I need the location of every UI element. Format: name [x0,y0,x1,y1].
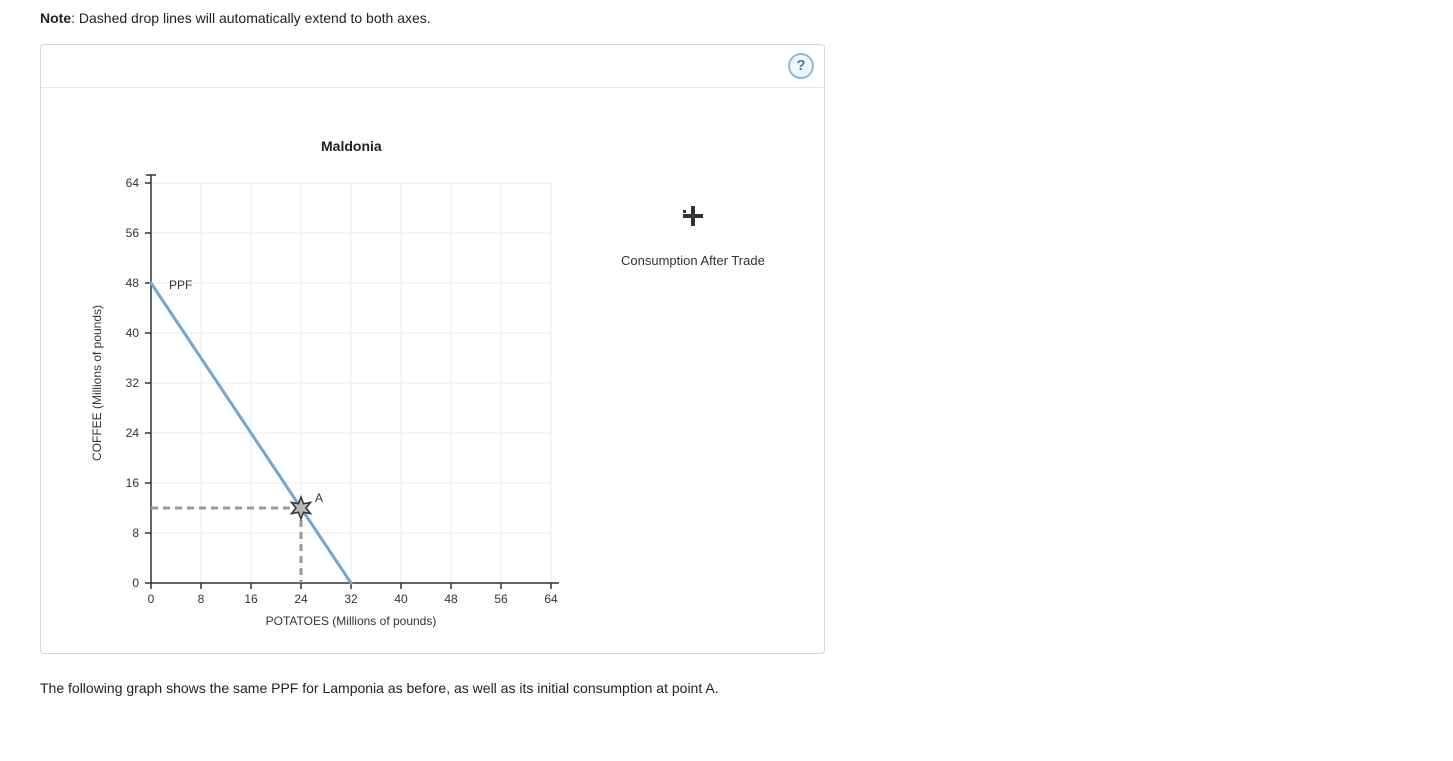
svg-text:48: 48 [126,276,140,290]
plus-marker-icon [680,203,706,229]
svg-text:64: 64 [126,176,140,190]
svg-text:56: 56 [494,592,508,606]
svg-text:40: 40 [394,592,408,606]
consumption-after-trade-tool[interactable]: Consumption After Trade [621,203,765,268]
svg-text:COFFEE (Millions of pounds): COFFEE (Millions of pounds) [90,305,104,461]
graph-body: Maldonia 0816243240485664081624324048566… [41,88,824,653]
svg-text:40: 40 [126,326,140,340]
graph-header: ? [41,45,824,88]
svg-text:8: 8 [132,526,139,540]
svg-text:POTATOES (Millions of pounds): POTATOES (Millions of pounds) [266,614,437,628]
svg-text:16: 16 [244,592,258,606]
svg-text:A: A [315,491,323,505]
svg-text:32: 32 [126,376,140,390]
note-text: Note: Dashed drop lines will automatical… [40,10,1413,26]
chart-canvas[interactable]: 0 8 16 24 32 40 48 56 64 0 8 16 24 32 40 48 56 64 POTATOES… [41,88,601,653]
svg-text:24: 24 [294,592,308,606]
graph-panel: ? Maldonia 08162432404856640816243240485… [40,44,825,654]
help-button[interactable]: ? [788,53,814,79]
svg-text:8: 8 [198,592,205,606]
svg-text:24: 24 [126,426,140,440]
svg-text:32: 32 [344,592,358,606]
svg-text:64: 64 [544,592,558,606]
svg-text:56: 56 [126,226,140,240]
svg-text:16: 16 [126,476,140,490]
legend-tool-label: Consumption After Trade [621,253,765,268]
svg-text:0: 0 [132,576,139,590]
followup-text: The following graph shows the same PPF f… [40,680,1413,696]
svg-text:0: 0 [148,592,155,606]
svg-text:48: 48 [444,592,458,606]
svg-text:PPF: PPF [169,278,192,292]
